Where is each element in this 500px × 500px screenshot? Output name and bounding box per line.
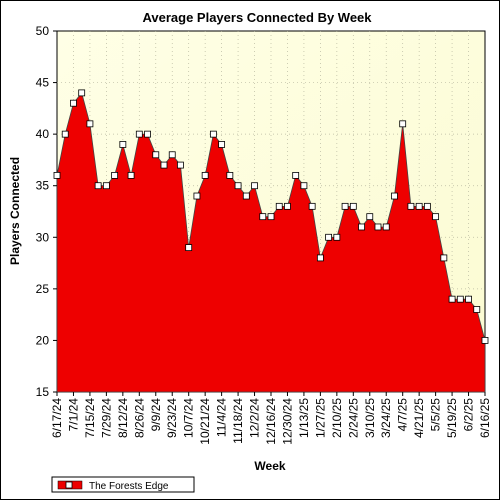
x-tick-label: 5/5/25 xyxy=(429,398,443,432)
x-tick-label: 6/17/24 xyxy=(50,398,64,438)
data-point xyxy=(94,182,102,190)
x-tick-label: 11/18/24 xyxy=(231,398,245,444)
data-point xyxy=(465,295,472,303)
data-point xyxy=(251,182,258,190)
x-tick-label: 12/16/24 xyxy=(264,398,278,445)
data-point xyxy=(292,171,300,179)
x-axis: 6/17/24 7/1/24 7/15/24 7/29/24 8/12/24 8/26/2… xyxy=(50,392,492,445)
data-point xyxy=(61,130,69,138)
data-point xyxy=(456,295,464,303)
data-point xyxy=(152,151,160,159)
data-point xyxy=(78,89,86,97)
x-tick-label: 3/10/25 xyxy=(363,398,377,438)
data-point xyxy=(423,202,431,210)
x-tick-label: 7/15/24 xyxy=(83,398,97,438)
y-tick-label: 45 xyxy=(36,76,50,90)
data-point xyxy=(119,141,127,148)
data-point xyxy=(234,182,242,190)
data-point xyxy=(349,202,357,210)
data-point xyxy=(308,202,316,210)
x-tick-label: 10/21/24 xyxy=(198,398,212,445)
chart-title: Average Players Connected By Week xyxy=(142,10,372,25)
x-tick-label: 11/4/24 xyxy=(215,398,229,437)
x-tick-label: 9/9/24 xyxy=(149,398,163,432)
data-point xyxy=(209,130,217,138)
data-point xyxy=(160,161,168,169)
data-point xyxy=(242,192,250,200)
x-tick-label: 12/2/24 xyxy=(248,398,262,438)
data-point xyxy=(201,171,209,179)
x-tick-label: 6/2/25 xyxy=(462,398,476,432)
data-point xyxy=(481,337,489,344)
data-point xyxy=(259,213,267,221)
x-tick-label: 6/16/25 xyxy=(478,398,492,438)
data-point xyxy=(415,202,423,210)
x-tick-label: 5/19/25 xyxy=(445,398,459,438)
data-point xyxy=(267,213,275,221)
y-axis-label: Players Connected xyxy=(8,157,22,265)
x-tick-label: 4/21/25 xyxy=(412,398,426,438)
data-point xyxy=(168,151,176,159)
data-point xyxy=(193,192,201,200)
x-tick-label: 2/24/25 xyxy=(346,398,360,438)
data-point xyxy=(185,244,193,252)
y-tick-label: 25 xyxy=(36,282,50,296)
x-tick-label: 12/30/24 xyxy=(280,398,294,445)
legend-marker xyxy=(65,481,73,489)
legend: The Forests Edge xyxy=(51,476,195,493)
y-tick-label: 15 xyxy=(36,385,50,399)
data-point xyxy=(333,233,341,241)
data-point xyxy=(177,161,184,169)
data-point xyxy=(86,120,94,128)
x-tick-label: 4/7/25 xyxy=(396,398,410,432)
data-point xyxy=(127,171,135,179)
data-point xyxy=(432,213,440,221)
data-point xyxy=(102,182,110,190)
data-point xyxy=(144,130,151,138)
data-point xyxy=(284,202,291,210)
x-tick-label: 3/24/25 xyxy=(379,398,393,438)
data-point xyxy=(358,223,365,231)
data-point xyxy=(316,254,324,262)
data-point xyxy=(399,120,407,128)
x-axis-label: Week xyxy=(254,459,285,473)
x-tick-label: 9/23/24 xyxy=(165,398,179,438)
y-tick-label: 50 xyxy=(36,24,50,38)
x-tick-label: 10/7/24 xyxy=(182,398,196,438)
data-point xyxy=(448,295,456,303)
x-tick-label: 8/12/24 xyxy=(116,398,130,438)
data-point xyxy=(440,254,448,262)
data-point xyxy=(135,130,143,138)
data-point xyxy=(218,141,226,148)
data-point xyxy=(111,171,119,179)
y-tick-label: 40 xyxy=(36,127,50,141)
data-point xyxy=(300,182,308,190)
data-point xyxy=(325,233,333,241)
x-tick-label: 1/13/25 xyxy=(297,398,311,438)
y-axis: 15 20 25 30 35 40 45 50 xyxy=(36,24,57,399)
legend-entry-label: The Forests Edge xyxy=(89,481,169,492)
y-tick-label: 30 xyxy=(36,230,50,244)
data-point xyxy=(391,192,398,200)
series-markers xyxy=(53,89,489,344)
data-point xyxy=(226,171,234,179)
legend-box xyxy=(51,476,195,493)
data-point xyxy=(382,223,390,231)
data-point xyxy=(366,213,374,221)
y-tick-label: 35 xyxy=(36,179,50,193)
x-tick-label: 7/29/24 xyxy=(99,398,113,438)
data-point xyxy=(374,223,382,231)
data-point xyxy=(275,202,283,210)
y-tick-label: 20 xyxy=(36,333,50,347)
x-tick-label: 7/1/24 xyxy=(66,398,80,432)
x-tick-label: 2/10/25 xyxy=(330,398,344,438)
data-point xyxy=(70,99,77,107)
data-point xyxy=(407,202,415,210)
x-tick-label: 8/26/24 xyxy=(132,398,146,438)
data-point xyxy=(341,202,349,210)
data-point xyxy=(53,171,61,179)
data-point xyxy=(473,306,481,313)
x-tick-label: 1/27/25 xyxy=(313,398,327,438)
